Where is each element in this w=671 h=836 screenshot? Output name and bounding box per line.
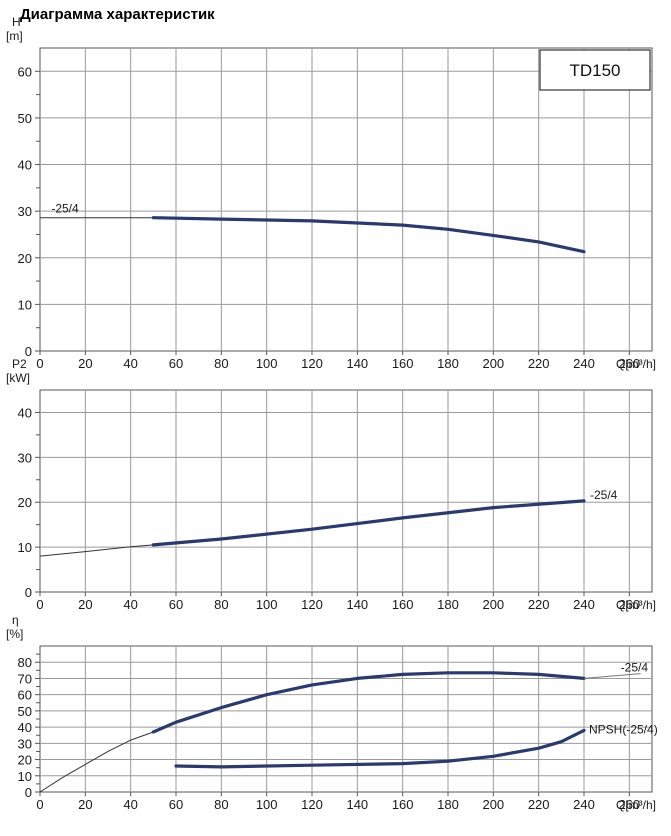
x-tick-label: 80	[214, 597, 228, 612]
x-tick-label: 260	[618, 797, 640, 812]
series-2: NPSH(-25/4)	[174, 722, 658, 769]
y-tick-label: 20	[18, 753, 32, 768]
x-tick-label: 260	[618, 356, 640, 371]
series-line-bold	[151, 671, 586, 734]
y-tick-label: 50	[18, 704, 32, 719]
x-tick-label: 40	[123, 797, 137, 812]
y-axis-symbol: P2	[12, 357, 27, 371]
x-tick-label: 0	[36, 356, 43, 371]
y-tick-label: 20	[18, 495, 32, 510]
x-tick-label: 0	[36, 597, 43, 612]
x-tick-label: 40	[123, 356, 137, 371]
x-tick-label: 240	[573, 597, 595, 612]
series-line-thin	[39, 544, 154, 557]
y-axis-unit: [%]	[6, 627, 23, 641]
series-label: NPSH(-25/4)	[589, 722, 658, 736]
y-tick-label: 0	[25, 785, 32, 800]
x-tick-label: 60	[169, 597, 183, 612]
x-tick-label: 100	[256, 597, 278, 612]
y-axis-symbol: η	[12, 613, 19, 627]
x-tick-label: 240	[573, 797, 595, 812]
plot-frame	[39, 47, 653, 352]
x-tick-label: 220	[528, 356, 550, 371]
y-tick-label: 30	[18, 736, 32, 751]
chart-power: 0 20 40 60 80 100 120 140 160 180 200 220 240 2600102…	[6, 357, 656, 612]
x-tick-label: 140	[346, 797, 368, 812]
series-label: -25/4	[51, 202, 79, 216]
x-tick-label: 140	[346, 356, 368, 371]
x-tick-label: 160	[392, 797, 414, 812]
x-tick-label: 220	[528, 597, 550, 612]
y-tick-label: 10	[18, 297, 32, 312]
y-tick-label: 50	[18, 111, 32, 126]
series-label: -25/4	[621, 661, 649, 675]
x-tick-label: 80	[214, 797, 228, 812]
x-tick-label: 160	[392, 356, 414, 371]
x-axis-label: Q[m³/h]	[616, 598, 656, 612]
x-tick-label: 80	[214, 356, 228, 371]
chart-efficiency: 0 20 40 60 80 100 120 140 160 180 200 220 240 2600102…	[6, 613, 658, 812]
y-tick-label: 0	[25, 585, 32, 600]
series-line-bold	[151, 499, 586, 547]
series-line-bold	[151, 216, 586, 254]
x-tick-label: 220	[528, 797, 550, 812]
plot-frame	[39, 645, 653, 793]
x-tick-label: 20	[78, 597, 92, 612]
x-tick-label: 140	[346, 597, 368, 612]
x-tick-label: 120	[301, 797, 323, 812]
x-tick-label: 200	[482, 356, 504, 371]
x-axis-label: Q[m³/h]	[616, 357, 656, 371]
y-tick-label: 40	[18, 158, 32, 173]
x-tick-label: 120	[301, 597, 323, 612]
x-tick-label: 40	[123, 597, 137, 612]
series-1: -25/4	[40, 202, 586, 254]
x-tick-label: 180	[437, 597, 459, 612]
x-axis-label: Q[m³/h]	[616, 798, 656, 812]
x-tick-label: 180	[437, 356, 459, 371]
y-tick-label: 70	[18, 671, 32, 686]
x-tick-label: 200	[482, 597, 504, 612]
x-tick-label: 120	[301, 356, 323, 371]
series-1: -25/4	[39, 488, 618, 557]
x-tick-label: 0	[36, 797, 43, 812]
y-tick-label: 40	[18, 720, 32, 735]
x-tick-label: 20	[78, 797, 92, 812]
series-line-thin	[39, 731, 154, 793]
series-1: -25/4	[39, 661, 649, 793]
model-box	[539, 49, 651, 91]
plot-frame	[39, 389, 653, 593]
y-tick-label: 20	[18, 251, 32, 266]
x-tick-label: 60	[169, 797, 183, 812]
y-tick-label: 80	[18, 655, 32, 670]
model-label: TD150	[569, 61, 620, 80]
chart-head: 0 20 40 60 80 100 120 140 160 180 200 220 240 260 0 10 2…	[6, 15, 656, 371]
y-tick-label: 10	[18, 769, 32, 784]
x-tick-label: 100	[256, 356, 278, 371]
x-tick-label: 260	[618, 597, 640, 612]
y-tick-label: 0	[25, 344, 32, 359]
series-line-bold	[174, 728, 586, 769]
y-axis-unit: [kW]	[6, 371, 30, 385]
y-tick-label: 30	[18, 204, 32, 219]
y-axis-symbol: H	[12, 15, 21, 29]
x-tick-label: 200	[482, 797, 504, 812]
y-tick-label: 60	[18, 64, 32, 79]
x-tick-label: 100	[256, 797, 278, 812]
y-tick-label: 30	[18, 450, 32, 465]
x-tick-label: 180	[437, 797, 459, 812]
y-tick-label: 10	[18, 540, 32, 555]
y-axis-unit: [m]	[6, 29, 23, 43]
x-tick-label: 20	[78, 356, 92, 371]
x-tick-label: 240	[573, 356, 595, 371]
x-tick-label: 60	[169, 356, 183, 371]
y-tick-label: 60	[18, 688, 32, 703]
series-label: -25/4	[590, 488, 618, 502]
x-tick-label: 160	[392, 597, 414, 612]
series-line-tail	[583, 673, 641, 679]
page-title: Диаграмма характеристик	[20, 6, 215, 23]
y-tick-label: 40	[18, 405, 32, 420]
